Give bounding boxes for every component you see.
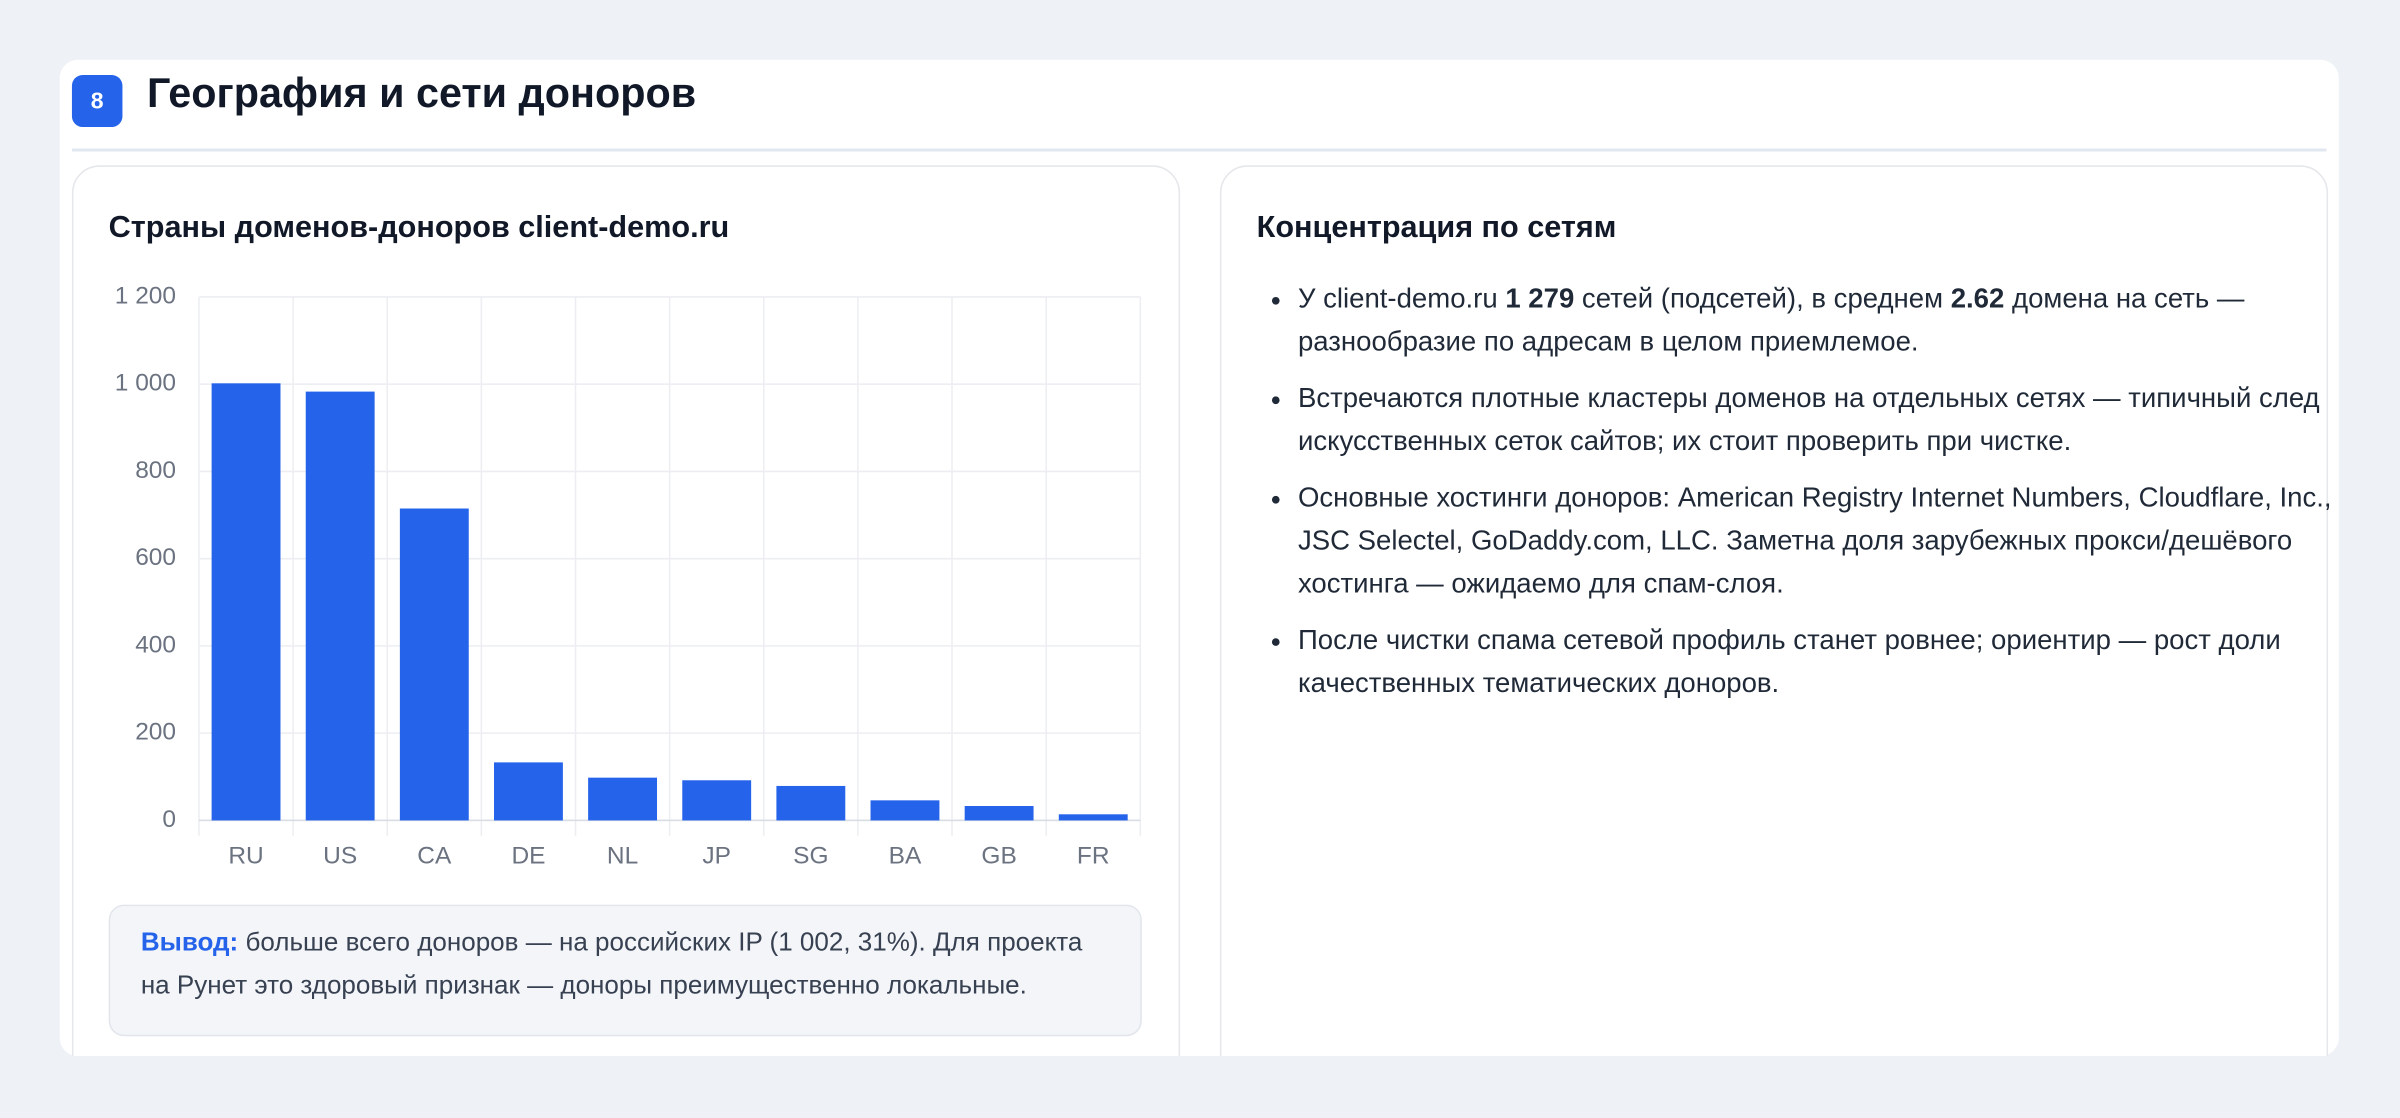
- y-tick-label: 800: [135, 457, 176, 484]
- conclusion-label: Вывод:: [140, 927, 239, 957]
- x-tick-label: GB: [981, 843, 1016, 870]
- conclusion: Вывод: больше всего доноров — на российс…: [108, 904, 1142, 1037]
- bullet-text: сетей (подсетей), в среднем: [1574, 283, 1951, 314]
- page-background: [59, 1056, 2339, 1118]
- network-bullet: Основные хостинги доноров: American Regi…: [1298, 476, 2354, 605]
- bullet-highlight: 1 279: [1505, 283, 1575, 314]
- bar: [211, 383, 281, 821]
- y-tick-label: 1 200: [115, 282, 176, 309]
- x-tick-label: RU: [228, 843, 263, 870]
- bullet-highlight: 2.62: [1950, 283, 2005, 314]
- bar: [588, 777, 658, 821]
- network-bullet: После чистки спама сетевой профиль стане…: [1298, 618, 2354, 704]
- network-bullet: Встречаются плотные кластеры доменов на …: [1298, 377, 2354, 463]
- network-bullet: У client-demo.ru 1 279 сетей (подсетей),…: [1298, 277, 2354, 363]
- y-tick-label: 600: [135, 544, 176, 571]
- networks-list: У client-demo.ru 1 279 сетей (подсетей),…: [1257, 277, 2354, 718]
- bar: [964, 806, 1034, 821]
- bullet-text: После чистки спама сетевой профиль стане…: [1297, 624, 2281, 698]
- bar: [305, 391, 375, 821]
- bullet-text: Встречаются плотные кластеры доменов на …: [1297, 382, 2320, 457]
- x-tick-label: SG: [793, 843, 828, 870]
- bullet-text: Основные хостинги доноров: American Regi…: [1297, 482, 2332, 599]
- x-tick-label: CA: [417, 843, 452, 870]
- bullet-text: домена на сеть — разнообразие по адресам…: [1297, 283, 2245, 357]
- divider: [71, 148, 2327, 152]
- x-tick-label: JP: [702, 843, 731, 870]
- y-tick-label: 400: [135, 631, 176, 658]
- bullet-text: У client-demo.ru: [1297, 283, 1506, 314]
- y-tick-label: 1 000: [115, 370, 176, 397]
- bar: [870, 800, 940, 821]
- x-tick-label: US: [323, 843, 357, 870]
- bar: [776, 785, 846, 821]
- bar: [399, 508, 469, 821]
- bar: [1058, 814, 1128, 821]
- bar: [494, 762, 563, 821]
- y-tick-label: 200: [135, 719, 176, 746]
- x-tick-label: NL: [607, 843, 638, 870]
- y-tick-label: 0: [162, 806, 176, 833]
- x-tick-label: BA: [889, 843, 922, 870]
- chart-title: Страны доменов-доноров client-demo.ru: [108, 211, 730, 245]
- bar: [682, 780, 752, 821]
- chart: 0 200 400 600 800 1 000 1 200 RU US CA DE NL JP SG BA G…: [115, 282, 1142, 870]
- x-tick-label: DE: [511, 843, 545, 870]
- conclusion-text: больше всего доноров — на российских IP …: [140, 927, 1083, 1000]
- networks-title: Концентрация по сетям: [1256, 211, 1617, 245]
- x-tick-label: FR: [1077, 843, 1110, 870]
- section-badge: 8: [71, 74, 123, 128]
- section-title: География и сети доноров: [146, 70, 697, 117]
